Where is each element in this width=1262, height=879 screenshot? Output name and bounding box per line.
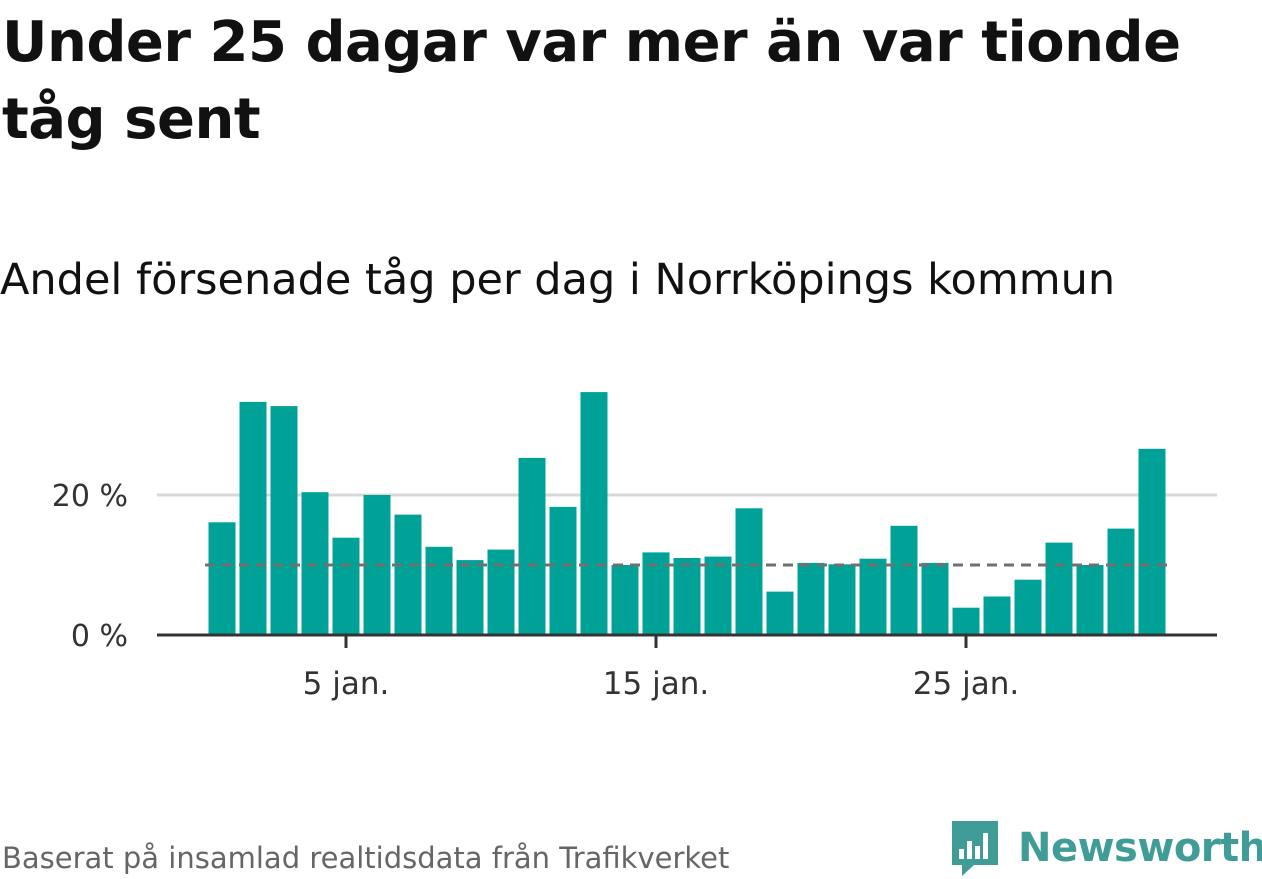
y-tick-label: 0 % xyxy=(71,619,128,654)
bar xyxy=(952,607,980,635)
bar xyxy=(828,564,856,635)
newsworthy-chart-bubble-icon xyxy=(952,821,998,876)
x-tick-label: 25 jan. xyxy=(913,666,1019,702)
newsworthy-logo: Newsworthy xyxy=(950,818,1262,878)
bar xyxy=(1076,565,1104,635)
bar xyxy=(1107,528,1135,635)
chart-title: Under 25 dagar var mer än var tionde tåg… xyxy=(2,10,1181,152)
axes: 0 % 20 % 5 jan. 15 jan. 25 jan. xyxy=(52,479,1217,702)
bar xyxy=(270,406,298,635)
bar xyxy=(332,537,360,635)
bar xyxy=(797,562,825,635)
bar xyxy=(456,560,484,635)
bar xyxy=(208,522,236,635)
bars xyxy=(208,392,1166,635)
bar xyxy=(518,457,546,635)
bar xyxy=(549,506,577,635)
bar xyxy=(611,565,639,635)
bar xyxy=(425,546,453,635)
bar xyxy=(239,401,267,635)
source-note: Baserat på insamlad realtidsdata från Tr… xyxy=(2,841,730,875)
bar xyxy=(890,525,918,635)
chart-subtitle: Andel försenade tåg per dag i Norrköping… xyxy=(0,255,1116,305)
bar xyxy=(704,556,732,635)
brand-name: Newsworthy xyxy=(1018,825,1262,871)
bar xyxy=(983,596,1011,635)
bar xyxy=(1138,448,1166,635)
bar xyxy=(1014,579,1042,635)
bar xyxy=(766,591,794,635)
bar xyxy=(735,508,763,635)
bar xyxy=(1045,542,1073,635)
x-tick-label: 15 jan. xyxy=(603,666,709,702)
bar xyxy=(580,392,608,635)
x-tick-label: 5 jan. xyxy=(303,666,390,702)
bar xyxy=(487,549,515,635)
bar xyxy=(394,514,422,635)
bar xyxy=(859,558,887,635)
y-tick-label: 20 % xyxy=(52,479,128,514)
bar xyxy=(921,562,949,635)
bar xyxy=(673,558,701,635)
